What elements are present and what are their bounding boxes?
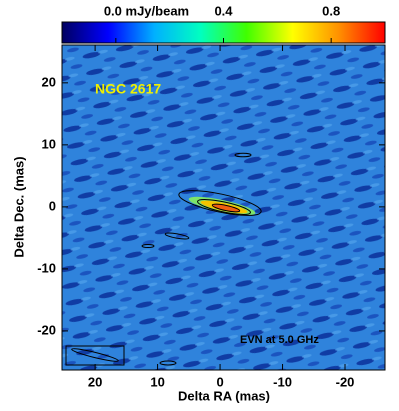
colorbar-tick-label: 0.4 [214, 3, 233, 18]
colorbar-tick-label: 0.8 [322, 3, 340, 18]
y-tick-label: 0 [49, 198, 56, 213]
y-tick-label: 20 [42, 74, 56, 89]
x-tick-label: -10 [273, 374, 292, 389]
annotation: EVN at 5.0 GHz [240, 334, 319, 346]
plot-frame [61, 44, 386, 371]
x-tick-label: 0 [216, 374, 223, 389]
y-tick-label: 10 [42, 136, 56, 151]
colorbar-tick-label: 0.0 mJy/beam [104, 3, 189, 18]
x-axis-label: Delta RA (mas) [178, 388, 270, 403]
y-tick-label: -10 [37, 260, 56, 275]
annotation: NGC 2617 [95, 81, 161, 97]
y-tick-label: -20 [37, 322, 56, 337]
image-map [62, 45, 385, 370]
x-tick-label: 10 [150, 374, 164, 389]
x-tick-label: -20 [336, 374, 355, 389]
x-tick-label: 20 [88, 374, 102, 389]
y-axis-label: Delta Dec. (mas) [11, 156, 26, 257]
